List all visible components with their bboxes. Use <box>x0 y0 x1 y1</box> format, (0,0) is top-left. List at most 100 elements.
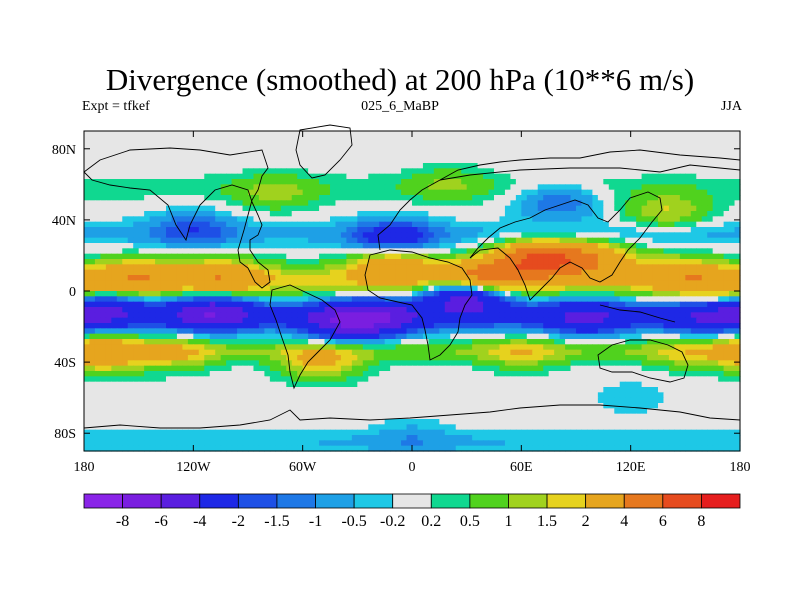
field-cell <box>510 227 517 233</box>
field-cell <box>537 275 544 281</box>
field-cell <box>494 259 501 265</box>
field-cell <box>313 280 320 287</box>
field-cell <box>647 184 654 191</box>
field-cell <box>248 339 255 345</box>
field-cell <box>324 285 331 292</box>
field-cell <box>647 141 654 148</box>
field-cell <box>248 147 255 153</box>
field-cell <box>362 232 369 239</box>
field-cell <box>439 301 446 308</box>
field-cell <box>576 333 583 340</box>
field-cell <box>586 200 593 207</box>
field-cell <box>417 248 424 255</box>
field-cell <box>340 312 347 319</box>
field-cell <box>559 296 566 303</box>
field-cell <box>565 237 572 244</box>
field-cell <box>608 259 615 265</box>
field-cell <box>417 184 424 191</box>
field-cell <box>144 328 151 335</box>
field-cell <box>444 173 451 180</box>
field-cell <box>422 173 429 180</box>
field-cell <box>84 285 91 292</box>
field-cell <box>346 189 353 196</box>
field-cell <box>472 333 479 340</box>
field-cell <box>619 232 626 239</box>
field-cell <box>647 232 654 239</box>
field-cell <box>231 237 238 244</box>
field-cell <box>340 141 347 148</box>
field-cell <box>614 168 621 175</box>
field-cell <box>696 205 703 212</box>
field-cell <box>597 339 604 345</box>
field-cell <box>630 157 637 164</box>
field-cell <box>166 253 173 260</box>
field-cell <box>499 285 506 292</box>
field-cell <box>504 339 511 345</box>
field-cell <box>636 328 643 335</box>
field-cell <box>707 179 714 185</box>
field-cell <box>264 275 271 281</box>
field-cell <box>226 211 233 217</box>
field-cell <box>176 216 183 223</box>
field-cell <box>701 269 708 276</box>
field-cell <box>466 307 473 313</box>
field-cell <box>116 237 123 244</box>
field-cell <box>324 269 331 276</box>
field-cell <box>258 211 265 217</box>
field-cell <box>685 227 692 233</box>
field-cell <box>149 157 156 164</box>
field-cell <box>182 200 189 207</box>
field-cell <box>444 189 451 196</box>
field-cell <box>193 195 200 201</box>
field-cell <box>526 253 533 260</box>
field-cell <box>122 280 129 287</box>
field-cell <box>357 285 364 292</box>
field-cell <box>127 328 134 335</box>
field-cell <box>215 184 222 191</box>
field-cell <box>401 147 408 153</box>
field-cell <box>641 232 648 239</box>
field-cell <box>652 205 659 212</box>
field-cell <box>679 328 686 335</box>
field-cell <box>537 227 544 233</box>
field-cell <box>209 275 216 281</box>
field-cell <box>433 339 440 345</box>
field-cell <box>133 280 140 287</box>
field-cell <box>608 157 615 164</box>
field-cell <box>614 216 621 223</box>
field-cell <box>138 280 145 287</box>
field-cell <box>455 163 462 169</box>
field-cell <box>455 275 462 281</box>
field-cell <box>253 312 260 319</box>
field-cell <box>116 248 123 255</box>
field-cell <box>340 173 347 180</box>
field-cell <box>597 275 604 281</box>
field-cell <box>308 227 315 233</box>
field-cell <box>630 131 637 137</box>
field-cell <box>144 221 151 228</box>
field-cell <box>543 227 550 233</box>
field-cell <box>373 264 380 271</box>
field-cell <box>105 264 112 271</box>
field-cell <box>215 253 222 260</box>
field-cell <box>100 184 107 191</box>
field-cell <box>526 232 533 239</box>
field-cell <box>658 195 665 201</box>
field-cell <box>548 216 555 223</box>
field-cell <box>663 285 670 292</box>
field-cell <box>275 333 282 340</box>
field-cell <box>346 232 353 239</box>
field-cell <box>84 264 91 271</box>
field-cell <box>690 323 697 329</box>
field-cell <box>379 205 386 212</box>
field-cell <box>176 227 183 233</box>
field-cell <box>488 333 495 340</box>
field-cell <box>94 253 101 260</box>
field-cell <box>734 147 741 153</box>
field-cell <box>630 152 637 159</box>
field-cell <box>417 227 424 233</box>
field-cell <box>127 237 134 244</box>
field-cell <box>658 168 665 175</box>
field-cell <box>155 147 162 153</box>
field-cell <box>215 136 222 143</box>
